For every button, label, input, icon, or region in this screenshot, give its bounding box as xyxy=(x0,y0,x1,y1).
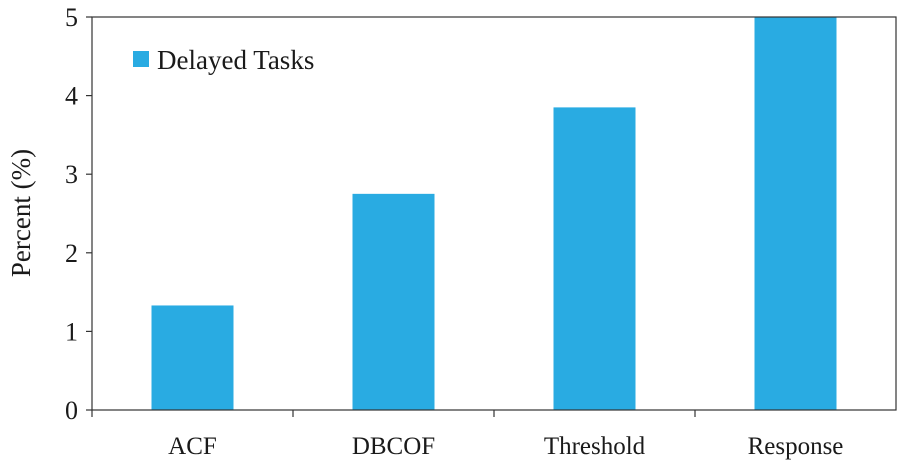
x-tick-label-dbcof: DBCOF xyxy=(352,433,435,460)
y-axis-ticks: 0 1 2 3 4 5 xyxy=(65,3,92,425)
x-tick-label-acf: ACF xyxy=(168,433,217,460)
plot-frame xyxy=(91,16,897,411)
y-tick-label: 5 xyxy=(65,3,78,32)
legend: Delayed Tasks xyxy=(133,45,314,75)
x-tick-label-threshold: Threshold xyxy=(544,433,646,460)
y-tick-label: 1 xyxy=(65,317,78,346)
x-axis-labels: ACF DBCOF Threshold Response xyxy=(91,410,844,460)
y-tick-label: 3 xyxy=(65,160,78,189)
y-tick-label: 0 xyxy=(65,396,78,425)
bar-response xyxy=(754,17,837,410)
bar-dbcof xyxy=(352,193,435,410)
bar-threshold xyxy=(553,107,636,410)
legend-swatch-delayed-tasks xyxy=(133,51,149,67)
legend-label-delayed-tasks: Delayed Tasks xyxy=(157,45,314,75)
x-tick-label-response: Response xyxy=(748,433,844,460)
y-tick-label: 2 xyxy=(65,239,78,268)
y-axis-title: Percent (%) xyxy=(6,149,36,277)
bars-group xyxy=(151,17,837,410)
y-tick-label: 4 xyxy=(65,82,78,111)
bar-acf xyxy=(151,305,234,410)
